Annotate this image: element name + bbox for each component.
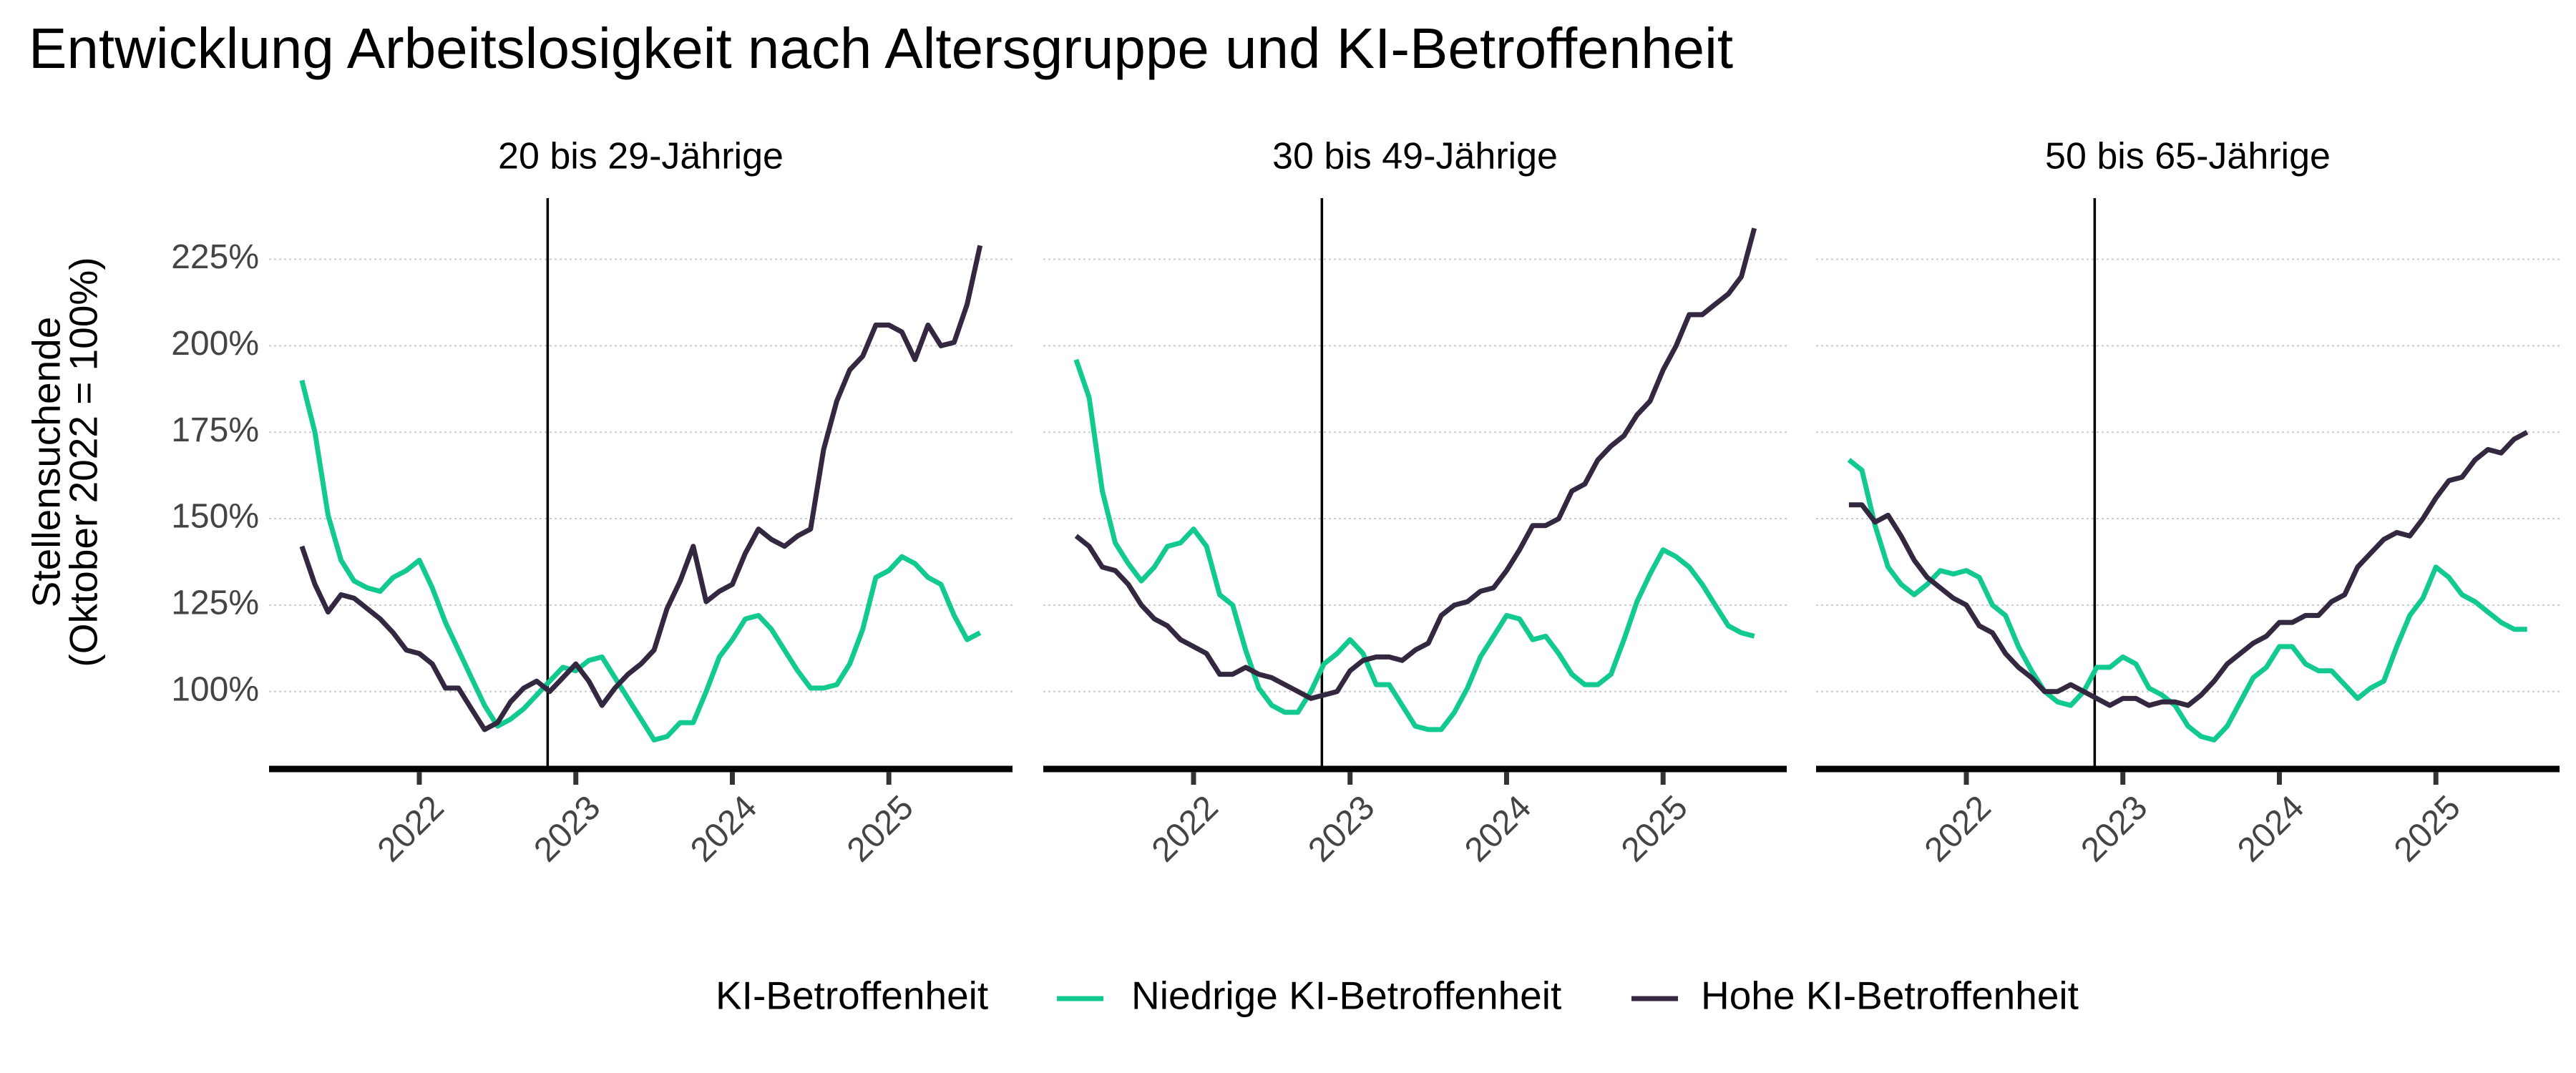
series-line [299,245,983,733]
panel-title: 30 bis 49-Jährige [1272,136,1558,177]
y-tick-label: 225% [171,238,259,276]
y-axis-title: (Oktober 2022 = 100%) [62,257,106,667]
legend-title: KI-Betroffenheit [716,974,988,1018]
y-tick-label: 200% [171,325,259,363]
panel-title: 20 bis 29-Jährige [498,136,784,177]
y-tick-label: 125% [171,584,259,622]
chart-title: Entwicklung Arbeitslosigkeit nach Alters… [29,16,1733,80]
legend-label: Niedrige KI-Betroffenheit [1131,974,1561,1018]
series-line [1847,458,2527,743]
y-tick-label: 100% [171,670,259,708]
panel-title: 50 bis 65-Jährige [2045,136,2331,177]
y-tick-label: 175% [171,411,259,449]
series-line [1848,430,2529,708]
y-tick-label: 150% [171,498,259,536]
y-axis-title: Stellensuchende [24,317,69,608]
series-line [1074,227,1757,701]
legend-label: Hohe KI-Betroffenheit [1701,974,2079,1018]
series-line [1073,358,1755,733]
series-line [299,379,982,743]
